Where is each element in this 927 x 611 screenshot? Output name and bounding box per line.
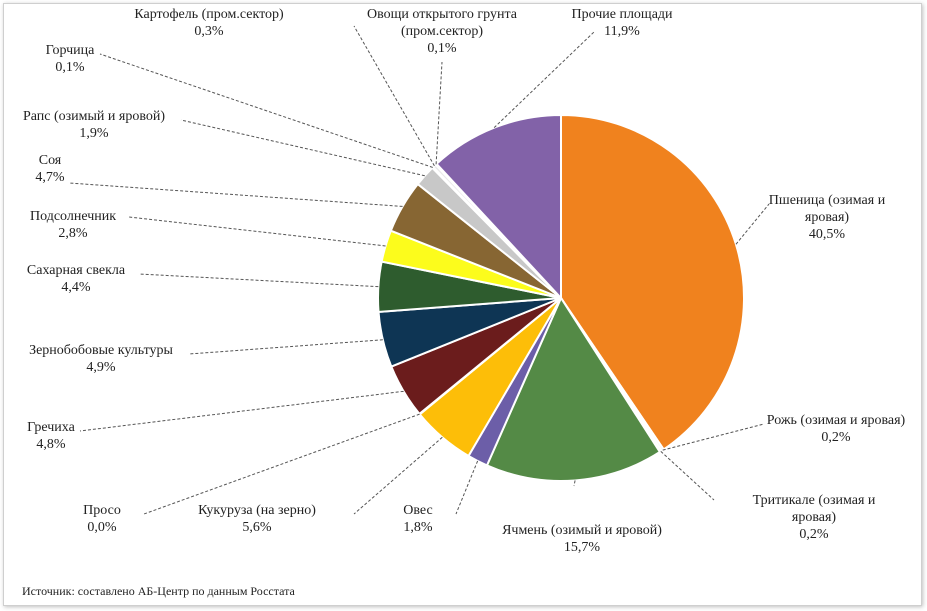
leader-line bbox=[180, 119, 425, 177]
leader-line bbox=[143, 413, 420, 515]
pie-slice bbox=[485, 295, 662, 482]
leader-line bbox=[188, 339, 383, 355]
chart-frame: Пшеница (озимая и яровая) 40,5% Рожь (озима… bbox=[3, 3, 922, 606]
pie-chart: Пшеница (озимая и яровая) 40,5% Рожь (озима… bbox=[23, 7, 906, 555]
leader-line bbox=[68, 182, 403, 207]
data-label: Картофель (пром.сектор) 0,3% bbox=[134, 7, 284, 39]
data-label: Кукуруза (на зерно) 5,6% bbox=[198, 503, 316, 535]
leader-line bbox=[435, 61, 443, 165]
data-label: Овес 1,8% bbox=[403, 503, 433, 535]
leader-line bbox=[735, 203, 770, 245]
data-label: Зернобобовые культуры 4,9% bbox=[29, 343, 173, 375]
source-note: Источник: составлено АБ-Центр по данным … bbox=[22, 584, 295, 598]
pie-slice bbox=[435, 113, 562, 301]
leader-line bbox=[455, 460, 479, 515]
data-label: Горчица 0,1% bbox=[46, 43, 96, 75]
leader-line bbox=[99, 53, 433, 168]
data-label: Гречиха 4,8% bbox=[27, 420, 75, 452]
leader-line bbox=[79, 390, 404, 432]
leader-line bbox=[573, 480, 576, 487]
data-label: Рапс (озимый и яровой) 1,9% bbox=[23, 109, 165, 141]
data-label: Рожь (озимая и яровая) 0,2% bbox=[767, 413, 906, 445]
data-label: Просо 0,0% bbox=[83, 503, 121, 535]
data-label: Овощи открытого грунта (пром.сектор) 0,1% bbox=[367, 7, 518, 56]
leader-line bbox=[353, 25, 435, 167]
leader-line bbox=[138, 273, 379, 288]
data-label: Тритикале (озимая и яровая) 0,2% bbox=[753, 493, 876, 542]
data-label: Пшеница (озимая и яровая) 40,5% bbox=[769, 193, 886, 242]
leader-line bbox=[660, 451, 715, 501]
data-label: Соя 4,7% bbox=[35, 153, 65, 185]
leader-line bbox=[353, 436, 443, 515]
data-label: Прочие площади 11,9% bbox=[571, 7, 673, 39]
leader-line bbox=[493, 31, 595, 129]
data-label: Сахарная свекла 4,4% bbox=[27, 263, 126, 295]
data-label: Подсолнечник 2,8% bbox=[30, 209, 116, 241]
leader-line bbox=[662, 423, 765, 451]
leader-line bbox=[128, 216, 386, 247]
data-label: Ячмень (озимый и яровой) 15,7% bbox=[502, 523, 662, 555]
